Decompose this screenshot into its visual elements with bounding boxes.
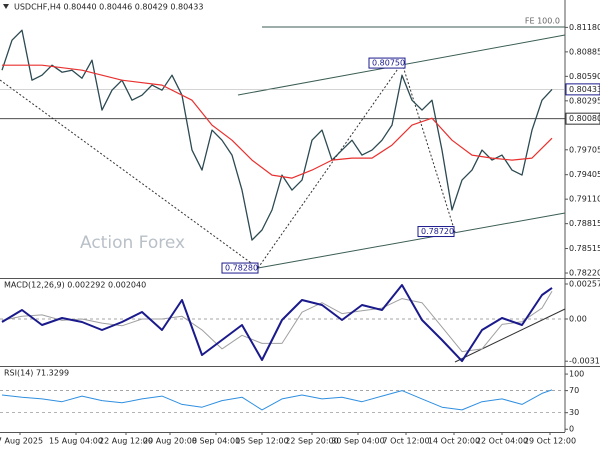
annotation-label: 0.80750 (372, 59, 405, 68)
x-tick-label: 7 Oct 12:00 (382, 437, 429, 446)
annotation-label: 0.78720 (421, 227, 454, 236)
chart-title: USDCHF,H4 0.80440 0.80446 0.80429 0.8043… (14, 3, 203, 12)
y-tick-label: 0.79405 (569, 170, 600, 179)
y-tick-label: 70 (569, 386, 579, 395)
x-tick-label: 14 Oct 20:00 (428, 437, 480, 446)
x-tick-label: 8 Sep 04:00 (192, 437, 240, 446)
y-tick-label: 0.78815 (569, 219, 600, 228)
x-tick-label: 30 Sep 04:00 (331, 437, 384, 446)
y-tick-label: 0.80885 (569, 47, 600, 56)
y-tick-label: 0.80295 (569, 96, 600, 105)
y-tick-label: 0.00 (569, 314, 587, 323)
annotation-box (221, 262, 259, 274)
y-tick-label: 100 (569, 370, 584, 379)
series-line (1, 284, 553, 363)
fe-label: FE 100.0 (525, 17, 560, 26)
x-tick-label: 22 Sep 20:00 (285, 437, 338, 446)
y-tick-label: 0.79110 (569, 195, 600, 204)
x-tick-label: 29 Aug 20:00 (143, 437, 197, 446)
series-line (1, 389, 553, 411)
x-tick-label: 15 Sep 12:00 (235, 437, 288, 446)
x-tick-label: 15 Aug 04:00 (49, 437, 103, 446)
title-marker (3, 4, 9, 9)
level-label: 0.80080 (569, 114, 600, 123)
y-tick-label: 0.80590 (569, 72, 600, 81)
watermark: Action Forex (80, 233, 185, 253)
y-tick-label: 0.78515 (569, 244, 600, 253)
y-tick-label: -0.003107 (569, 357, 600, 366)
y-tick-label: 0.78220 (569, 269, 600, 278)
last-price-box (565, 83, 600, 96)
x-tick-label: 22 Aug 12:00 (99, 437, 153, 446)
series-line (1, 29, 553, 241)
x-tick-label: 7 Aug 2025 (0, 437, 43, 446)
x-tick-label: 22 Oct 04:00 (476, 437, 528, 446)
annotation-box (417, 226, 455, 238)
channel-line (257, 212, 566, 269)
last-price-label: 0.80433 (569, 85, 600, 94)
trend-line (257, 62, 403, 269)
y-tick-label: 30 (569, 408, 579, 417)
panel-title: RSI(14) 71.3299 (4, 369, 69, 378)
macd-trend-line (454, 308, 566, 363)
level-label-box (565, 112, 600, 125)
x-tick-label: 29 Oct 12:00 (524, 437, 576, 446)
annotation-box (368, 57, 406, 69)
y-tick-label: 0.002576 (569, 279, 600, 288)
trend-line (401, 62, 456, 233)
annotation-label: 0.78280 (225, 264, 258, 273)
y-tick-label: 0.81180 (569, 23, 600, 32)
trend-line (0, 79, 259, 269)
series-line (2, 64, 553, 179)
panel-title: MACD(12,26,9) 0.002292 0.002040 (4, 281, 146, 290)
y-tick-label: 0 (569, 425, 574, 434)
y-tick-label: 0.79705 (569, 145, 600, 154)
